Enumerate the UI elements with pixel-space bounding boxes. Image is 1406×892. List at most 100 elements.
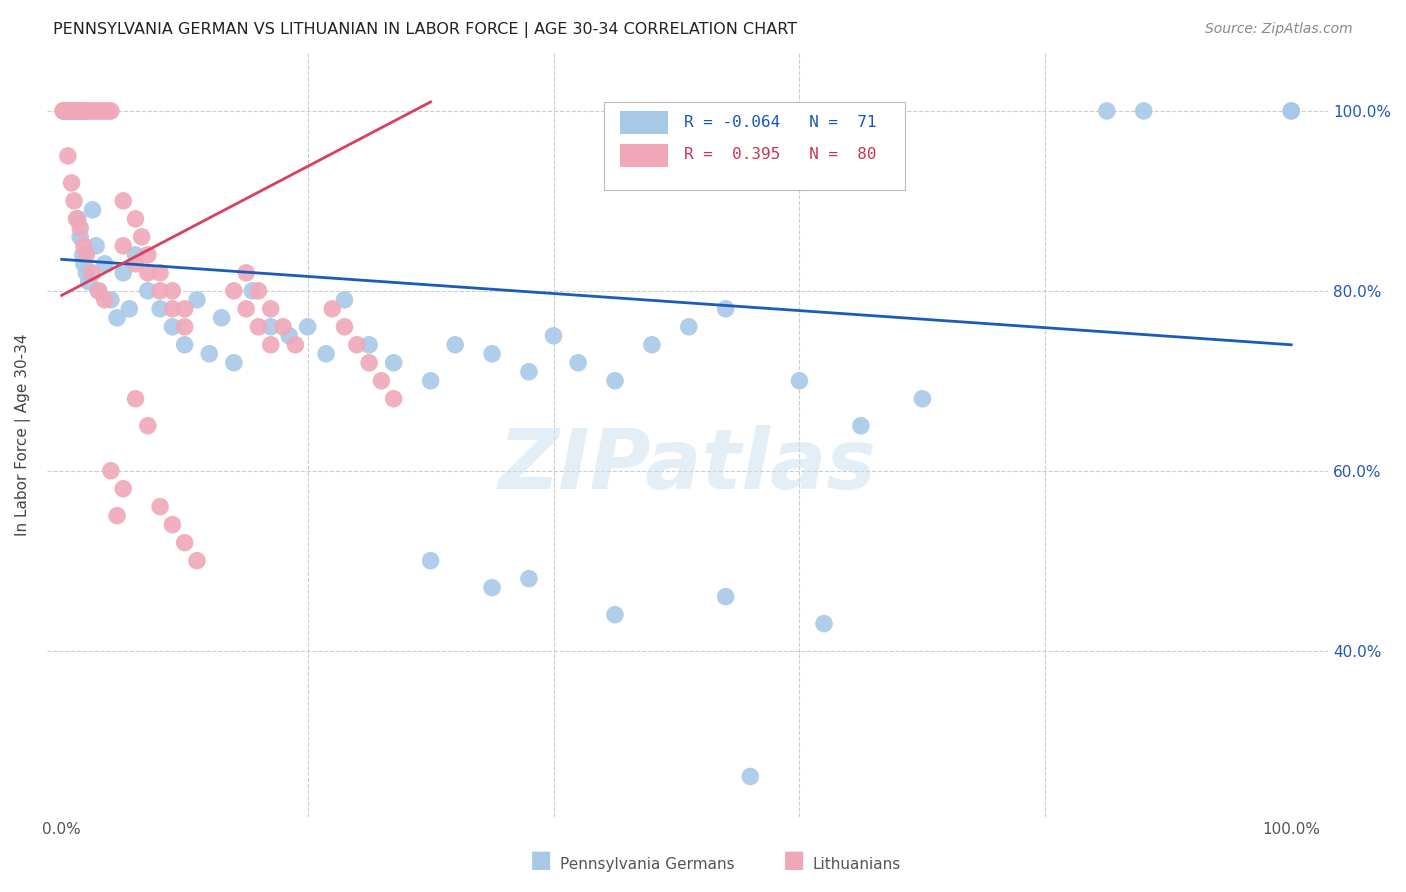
Point: [97, 103, 120, 118]
Point: [136, 418, 159, 433]
Point: [173, 301, 195, 316]
Point: [65, 103, 87, 118]
Point: [72, 248, 94, 262]
Point: [56, 149, 79, 163]
Point: [65, 103, 87, 118]
Point: [321, 301, 343, 316]
Point: [72, 103, 94, 118]
Point: [84, 103, 107, 118]
Point: [1095, 103, 1118, 118]
Point: [87, 284, 110, 298]
Point: [59, 103, 82, 118]
Text: Lithuanians: Lithuanians: [813, 857, 901, 872]
Text: R =  0.395   N =  80: R = 0.395 N = 80: [683, 146, 876, 161]
Text: Pennsylvania Germans: Pennsylvania Germans: [560, 857, 734, 872]
Point: [149, 266, 172, 280]
Point: [67, 103, 90, 118]
Point: [69, 220, 91, 235]
Point: [136, 248, 159, 262]
Point: [333, 293, 356, 307]
Point: [124, 211, 146, 226]
Point: [444, 338, 467, 352]
Point: [162, 301, 184, 316]
Point: [136, 266, 159, 280]
Point: [100, 464, 122, 478]
Point: [93, 103, 115, 118]
Point: [333, 319, 356, 334]
Point: [75, 103, 97, 118]
Point: [82, 266, 104, 280]
Point: [112, 266, 135, 280]
Point: [100, 293, 122, 307]
Point: [73, 239, 96, 253]
Point: [62, 103, 84, 118]
Point: [247, 284, 270, 298]
Text: ZIPatlas: ZIPatlas: [499, 425, 876, 506]
Point: [75, 103, 97, 118]
Point: [284, 338, 307, 352]
Point: [63, 103, 86, 118]
Point: [105, 508, 128, 523]
Point: [136, 284, 159, 298]
Point: [315, 347, 337, 361]
Point: [56, 103, 79, 118]
Text: ■: ■: [530, 848, 553, 872]
Point: [543, 328, 565, 343]
Point: [382, 392, 405, 406]
Point: [75, 248, 97, 262]
Point: [481, 581, 503, 595]
Point: [235, 266, 257, 280]
Point: [603, 607, 626, 622]
Point: [59, 103, 82, 118]
Point: [567, 356, 589, 370]
Point: [94, 257, 117, 271]
Point: [112, 194, 135, 208]
Point: [66, 103, 89, 118]
Point: [419, 374, 441, 388]
Point: [124, 248, 146, 262]
Point: [60, 103, 83, 118]
Point: [149, 284, 172, 298]
Point: [481, 347, 503, 361]
Point: [90, 103, 112, 118]
Point: [58, 103, 80, 118]
Point: [73, 257, 96, 271]
FancyBboxPatch shape: [605, 103, 905, 190]
Point: [70, 103, 93, 118]
Point: [173, 319, 195, 334]
Point: [58, 103, 80, 118]
Point: [94, 103, 117, 118]
Point: [63, 103, 86, 118]
Point: [359, 356, 381, 370]
Point: [69, 230, 91, 244]
Point: [73, 103, 96, 118]
Point: [65, 103, 87, 118]
Point: [149, 500, 172, 514]
Point: [271, 319, 294, 334]
Point: [278, 328, 301, 343]
Point: [82, 202, 104, 217]
Point: [346, 338, 368, 352]
Point: [60, 176, 83, 190]
Point: [149, 301, 172, 316]
Point: [124, 392, 146, 406]
Point: [1279, 103, 1302, 118]
Point: [186, 554, 208, 568]
Point: [419, 554, 441, 568]
Point: [641, 338, 664, 352]
Point: [80, 103, 103, 118]
Point: [87, 284, 110, 298]
Bar: [620, 145, 668, 167]
Point: [186, 293, 208, 307]
Point: [222, 284, 245, 298]
Point: [105, 310, 128, 325]
Point: [63, 194, 86, 208]
Point: [240, 284, 263, 298]
Text: ■: ■: [783, 848, 806, 872]
Point: [124, 257, 146, 271]
Point: [55, 103, 77, 118]
Point: [173, 535, 195, 549]
Text: PENNSYLVANIA GERMAN VS LITHUANIAN IN LABOR FORCE | AGE 30-34 CORRELATION CHART: PENNSYLVANIA GERMAN VS LITHUANIAN IN LAB…: [53, 22, 797, 38]
Point: [359, 338, 381, 352]
Point: [714, 301, 737, 316]
